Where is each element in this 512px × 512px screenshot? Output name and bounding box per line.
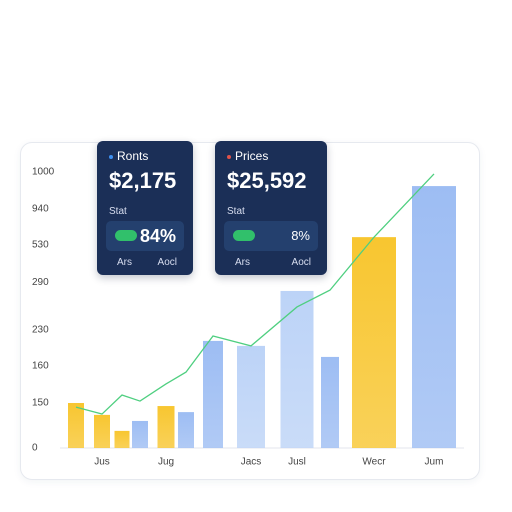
card-amount: $25,592	[227, 168, 307, 193]
bar	[94, 414, 110, 448]
card-amount: $2,175	[109, 168, 177, 193]
y-tick-label: 0	[32, 443, 38, 454]
x-tick-label: Jus	[94, 457, 110, 468]
card-name-text: Ronts	[117, 149, 149, 163]
card: Prices $25,592 Stat 8% Ars Aocl	[215, 141, 327, 275]
y-tick-label: 940	[32, 204, 49, 215]
bar	[178, 412, 194, 448]
x-tick-label: Jum	[425, 457, 444, 468]
card-right-label: Aocl	[157, 257, 177, 268]
card-stat: Stat	[109, 206, 127, 217]
pill	[233, 230, 255, 241]
y-tick-label: 1000	[32, 167, 55, 178]
bar	[237, 345, 265, 448]
y-tick-label: 150	[32, 398, 49, 409]
bar	[321, 356, 339, 448]
card-name-text: Prices	[235, 149, 269, 163]
bar	[352, 237, 396, 448]
bar	[132, 420, 148, 448]
x-tick-label: Jusl	[288, 457, 306, 468]
card-row: 84%	[106, 221, 184, 251]
bar	[412, 186, 456, 449]
card-right-label: Aocl	[291, 257, 311, 268]
card: Ronts $2,175 Stat 84% Ars Aocl	[97, 141, 193, 275]
bar	[114, 430, 130, 448]
card-stat: Stat	[227, 206, 245, 217]
bar	[280, 290, 314, 448]
pill	[115, 230, 137, 241]
card-left-label: Ars	[235, 257, 250, 268]
x-tick-label: Jug	[158, 457, 174, 468]
card-name: Prices	[227, 149, 268, 163]
card-percent: 84%	[139, 226, 176, 246]
card-percent: 8%	[291, 228, 310, 243]
y-tick-label: 530	[32, 240, 49, 251]
bar	[68, 403, 84, 448]
y-tick-label: 160	[32, 361, 49, 372]
bar	[157, 406, 175, 448]
card-name: Ronts	[109, 149, 148, 163]
card-left-label: Ars	[117, 257, 132, 268]
x-tick-label: Jacs	[241, 457, 262, 468]
trend-line	[75, 173, 435, 415]
y-tick-label: 230	[32, 325, 49, 336]
y-tick-label: 290	[32, 277, 49, 288]
x-tick-label: Wecr	[362, 457, 386, 468]
bar	[203, 340, 223, 448]
card-row: 8%	[224, 221, 318, 251]
